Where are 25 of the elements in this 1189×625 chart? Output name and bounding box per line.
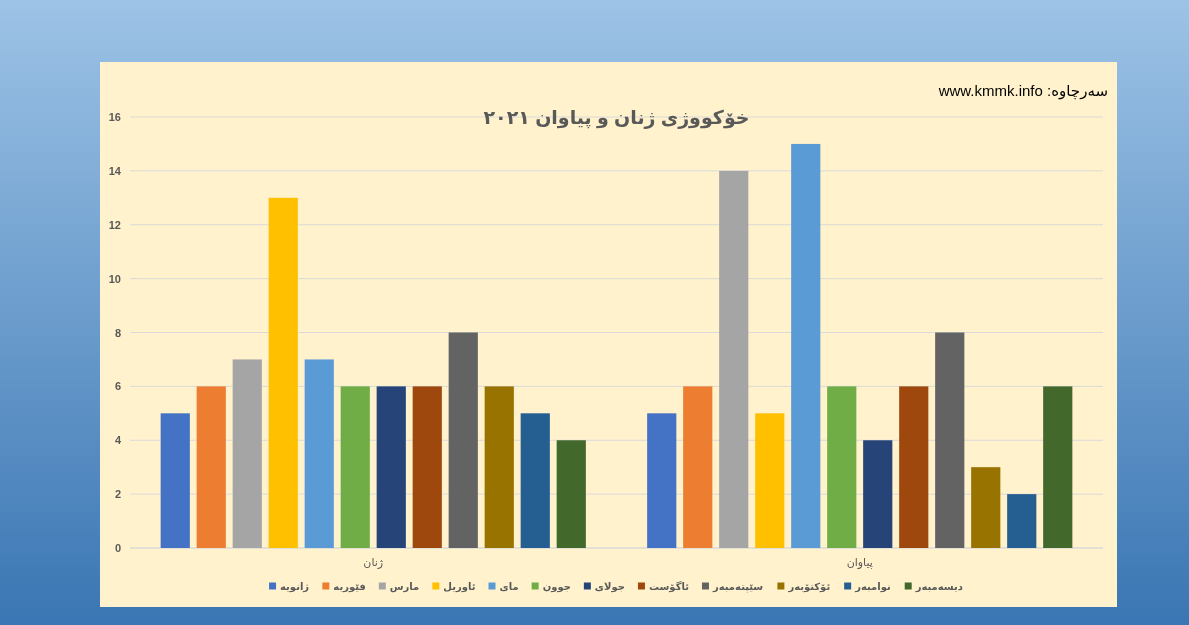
y-tick-label: 16 [108, 111, 121, 123]
y-tick-label: 12 [108, 218, 121, 231]
y-tick-label: 2 [114, 488, 121, 501]
legend-label: نوامبەر [855, 581, 891, 592]
legend-label: ژانویە [280, 581, 310, 592]
legend-label: سێپتەمبەر [712, 581, 764, 592]
legend-label: ئاگۆست [648, 581, 689, 592]
y-tick-label: 8 [114, 326, 121, 339]
y-tick-label: 14 [108, 164, 121, 177]
legend-label: دیسەمبەر [915, 581, 963, 592]
legend-label: جوون [542, 581, 571, 592]
annotation: سەرچاوە: www.kmmk.info [938, 82, 1108, 99]
y-tick-label: 0 [114, 542, 121, 554]
legend-label: فێوریە [333, 581, 366, 592]
legend-label: مارس [389, 581, 420, 592]
y-tick-label: 10 [108, 272, 121, 285]
legend-label: ئاوریل [443, 581, 476, 592]
x-tick-label: ژنان [363, 556, 384, 568]
y-tick-label: 4 [114, 434, 121, 447]
legend-label: مای [499, 581, 519, 592]
x-tick-label: پیاوان [846, 556, 873, 568]
legend-label: جولای [594, 581, 625, 592]
legend-label: ئۆکتۆبەر [788, 581, 831, 592]
title: خۆکووژی ژنان و پیاوان ٢٠٢١ [483, 107, 750, 128]
y-tick-label: 6 [114, 380, 121, 393]
